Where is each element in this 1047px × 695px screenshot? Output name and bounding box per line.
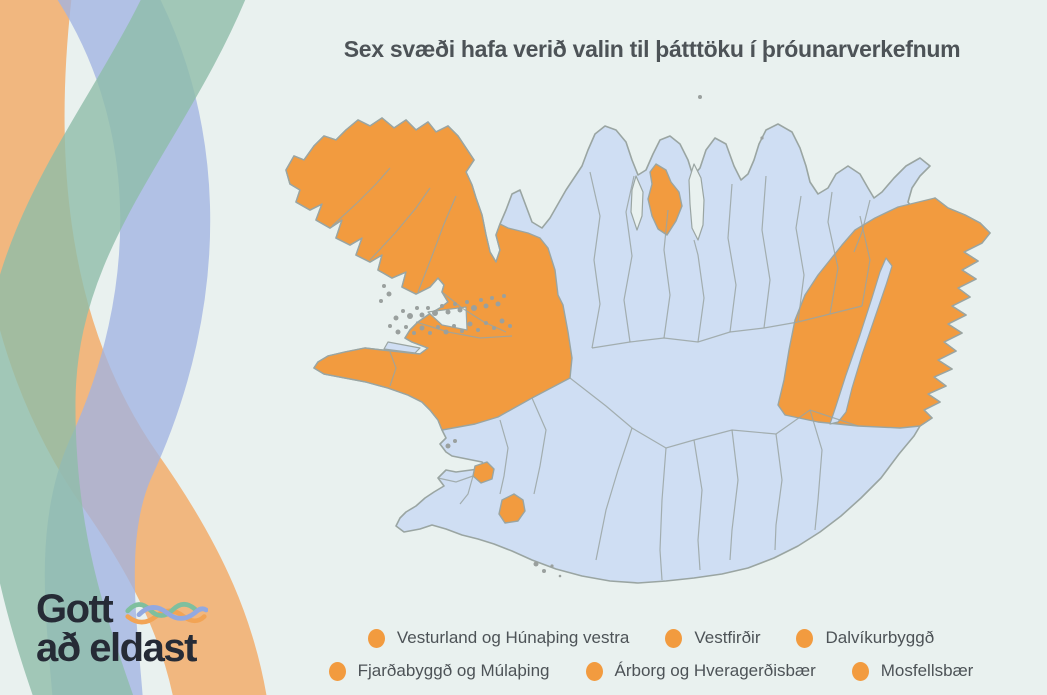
wave-icon <box>125 601 209 625</box>
legend-label: Vesturland og Húnaþing vestra <box>396 628 630 647</box>
legend-label: Vestfirðir <box>694 628 761 647</box>
legend-dot-icon <box>367 628 385 648</box>
legend-label: Fjarðabyggð og Múlaþing <box>357 661 550 680</box>
logo-line2: að eldast <box>36 626 197 671</box>
brand-logo: Gott að eldast <box>36 587 209 671</box>
eyjafjordur-fjord <box>688 163 705 241</box>
legend-dot-icon <box>585 661 603 681</box>
page-title: Sex svæði hafa verið valin til þátttöku … <box>343 36 961 62</box>
legend-dot-icon <box>796 628 814 648</box>
legend-item-vesturland: Vesturland og Húnaþing vestra <box>367 628 630 648</box>
legend-item-fjardabyggd: Fjarðabyggð og Múlaþing <box>328 661 550 681</box>
skagafjordur-fjord <box>630 175 644 231</box>
iceland-map <box>285 95 991 584</box>
legend-item-arborg: Árborg og Hveragerðisbær <box>585 661 816 681</box>
lagarfljot-lake <box>829 257 893 425</box>
legend: Vesturland og Húnaþing vestra Vestfirðir… <box>270 628 1032 681</box>
legend-row-1: Vesturland og Húnaþing vestra Vestfirðir… <box>270 628 1032 648</box>
legend-item-mosfellsbaer: Mosfellsbær <box>851 661 974 681</box>
ribbon-teal <box>0 0 246 695</box>
region-dalvikurbyggd <box>647 163 683 236</box>
legend-dot-icon <box>851 661 869 681</box>
municipal-borders <box>331 167 871 581</box>
logo-line1: Gott <box>36 587 114 631</box>
region-fjardabyggd-mulathing <box>777 197 991 429</box>
region-vestfirdir-and-vesturland-hunathing-vestra <box>285 117 573 431</box>
legend-label: Dalvíkurbyggð <box>825 628 935 647</box>
legend-label: Árborg og Hveragerðisbær <box>614 661 816 680</box>
decorative-ribbons <box>0 0 267 695</box>
legend-label: Mosfellsbær <box>880 661 974 680</box>
legend-row-2: Fjarðabyggð og Múlaþing Árborg og Hverag… <box>270 661 1032 681</box>
region-arborg-hveragerdisbaer <box>498 493 526 524</box>
skerries-and-islets <box>379 95 764 578</box>
legend-dot-icon <box>328 661 346 681</box>
legend-item-dalvikurbyggd: Dalvíkurbyggð <box>796 628 934 648</box>
hvammsfjordur-inlet <box>383 341 421 354</box>
legend-item-vestfirdir: Vestfirðir <box>665 628 760 648</box>
legend-dot-icon <box>665 628 683 648</box>
